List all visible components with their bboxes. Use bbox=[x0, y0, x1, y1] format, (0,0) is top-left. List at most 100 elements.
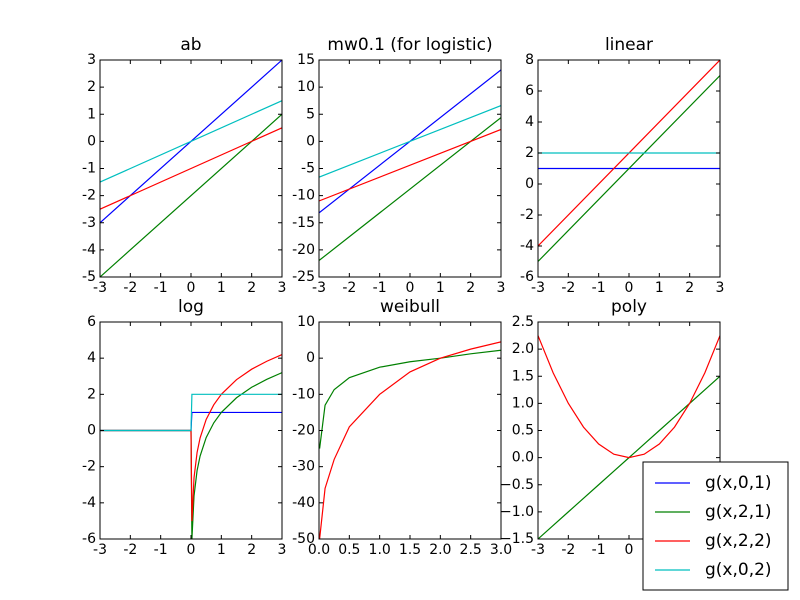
y-tick-label: -3 bbox=[82, 215, 96, 231]
y-tick-label: 1.5 bbox=[512, 368, 534, 384]
y-tick-label: 3 bbox=[87, 52, 96, 68]
y-tick-label: 0 bbox=[306, 350, 315, 366]
y-tick-label: 10 bbox=[297, 79, 315, 95]
x-tick-label: 1 bbox=[217, 280, 226, 296]
x-tick-label: -1 bbox=[154, 542, 168, 558]
y-tick-label: -6 bbox=[520, 269, 534, 285]
x-tick-label: 3 bbox=[497, 280, 506, 296]
y-tick-label: -4 bbox=[520, 238, 534, 254]
lines bbox=[100, 354, 282, 539]
subplot-title: poly bbox=[611, 297, 647, 317]
y-tick-label: -10 bbox=[292, 188, 315, 204]
y-tick-label: -1 bbox=[82, 161, 96, 177]
x-tick-label: 0.5 bbox=[338, 542, 360, 558]
x-tick-label: 2 bbox=[247, 280, 256, 296]
x-tick-label: -1 bbox=[154, 280, 168, 296]
subplot: -3 -2 -1 0 1 2 3 -6 -4 -2 0 2 4 6 log bbox=[82, 297, 286, 558]
legend-label: g(x,0,2) bbox=[705, 560, 772, 580]
x-tick-label: 2.0 bbox=[429, 542, 451, 558]
y-tick-label: −1.0 bbox=[500, 504, 534, 520]
subplot-title: mw0.1 (for logistic) bbox=[327, 35, 492, 55]
lines bbox=[538, 335, 720, 539]
x-tick-label: -1 bbox=[592, 542, 606, 558]
y-tick-label: -20 bbox=[292, 242, 315, 258]
x-tick-label: 1 bbox=[655, 280, 664, 296]
line bbox=[319, 349, 501, 449]
y-tick-label: 2.0 bbox=[512, 341, 534, 357]
x-tick-label: -3 bbox=[93, 542, 107, 558]
x-tick-label: 1.0 bbox=[369, 542, 391, 558]
line bbox=[100, 393, 282, 432]
y-tick-label: 4 bbox=[525, 114, 534, 130]
x-tick-label: 2 bbox=[466, 280, 475, 296]
y-tick-label: 0 bbox=[87, 423, 96, 439]
y-tick-label: -10 bbox=[292, 386, 315, 402]
subplot: -3 -2 -1 0 1 2 3 -5 -4 -3 -2 -1 0 1 2 3 ab bbox=[82, 35, 286, 296]
y-tick-label: 6 bbox=[87, 314, 96, 330]
line bbox=[319, 105, 501, 178]
y-tick-label: -5 bbox=[82, 269, 96, 285]
lines bbox=[319, 69, 501, 262]
y-tick-label: 0 bbox=[306, 133, 315, 149]
y-tick-label: 0 bbox=[525, 176, 534, 192]
subplot-title: log bbox=[178, 297, 204, 317]
x-tick-label: 0.0 bbox=[308, 542, 330, 558]
x-tick-label: 2 bbox=[247, 542, 256, 558]
y-tick-label: -2 bbox=[82, 459, 96, 475]
x-tick-label: 3 bbox=[716, 280, 725, 296]
y-tick-label: 4 bbox=[87, 350, 96, 366]
line bbox=[100, 127, 282, 210]
y-tick-label: 6 bbox=[525, 83, 534, 99]
legend-label: g(x,2,1) bbox=[705, 502, 772, 522]
y-tick-label: -4 bbox=[82, 242, 96, 258]
y-tick-label: 2 bbox=[87, 79, 96, 95]
x-tick-label: 0 bbox=[625, 542, 634, 558]
y-tick-label: -4 bbox=[82, 495, 96, 511]
x-tick-label: -3 bbox=[531, 280, 545, 296]
x-tick-label: 2 bbox=[685, 280, 694, 296]
legend: g(x,0,1) g(x,2,1) g(x,2,2) g(x,0,2) bbox=[642, 461, 789, 591]
x-tick-label: 1 bbox=[217, 542, 226, 558]
y-tick-label: -15 bbox=[292, 215, 315, 231]
x-tick-label: 3.0 bbox=[490, 542, 512, 558]
plot-area bbox=[319, 322, 501, 539]
x-tick-label: 3 bbox=[278, 542, 287, 558]
x-tick-label: 0 bbox=[406, 280, 415, 296]
y-tick-label: -5 bbox=[301, 161, 315, 177]
legend-label: g(x,0,1) bbox=[705, 473, 772, 493]
subplot-title: ab bbox=[180, 35, 201, 55]
y-tick-label: 0 bbox=[87, 133, 96, 149]
y-tick-label: -6 bbox=[82, 531, 96, 547]
y-tick-label: -25 bbox=[292, 269, 315, 285]
subplot: -3 -2 -1 0 1 2 3 -6 -4 -2 0 2 4 6 8 linear bbox=[520, 35, 724, 296]
y-tick-label: 15 bbox=[297, 52, 315, 68]
x-tick-label: 0 bbox=[187, 542, 196, 558]
y-tick-label: 0.5 bbox=[512, 423, 534, 439]
x-tick-label: 1 bbox=[436, 280, 445, 296]
line bbox=[538, 75, 720, 262]
y-tick-label: 2.5 bbox=[512, 314, 534, 330]
y-tick-label: 8 bbox=[525, 52, 534, 68]
y-tick-label: -30 bbox=[292, 459, 315, 475]
x-tick-label: 0 bbox=[625, 280, 634, 296]
line bbox=[538, 335, 720, 459]
y-tick-label: -20 bbox=[292, 423, 315, 439]
x-tick-label: 3 bbox=[278, 280, 287, 296]
y-tick-label: -50 bbox=[292, 531, 315, 547]
subplot: 0.0 0.5 1.0 1.5 2.0 2.5 3.0 -50 -40 -30 -20 -10 0 10 w… bbox=[292, 297, 512, 558]
plot-area bbox=[319, 60, 501, 277]
y-tick-label: 1.0 bbox=[512, 395, 534, 411]
y-tick-label: -2 bbox=[520, 207, 534, 223]
lines bbox=[538, 60, 720, 262]
subplot-title: linear bbox=[605, 35, 653, 55]
y-tick-label: −1.5 bbox=[500, 531, 534, 547]
line bbox=[319, 128, 501, 202]
x-tick-label: -2 bbox=[123, 542, 137, 558]
x-tick-label: -1 bbox=[373, 280, 387, 296]
x-tick-label: -2 bbox=[561, 280, 575, 296]
legend-label: g(x,2,2) bbox=[705, 531, 772, 551]
y-tick-label: 0.0 bbox=[512, 450, 534, 466]
x-tick-label: -2 bbox=[561, 542, 575, 558]
x-tick-label: 2.5 bbox=[460, 542, 482, 558]
